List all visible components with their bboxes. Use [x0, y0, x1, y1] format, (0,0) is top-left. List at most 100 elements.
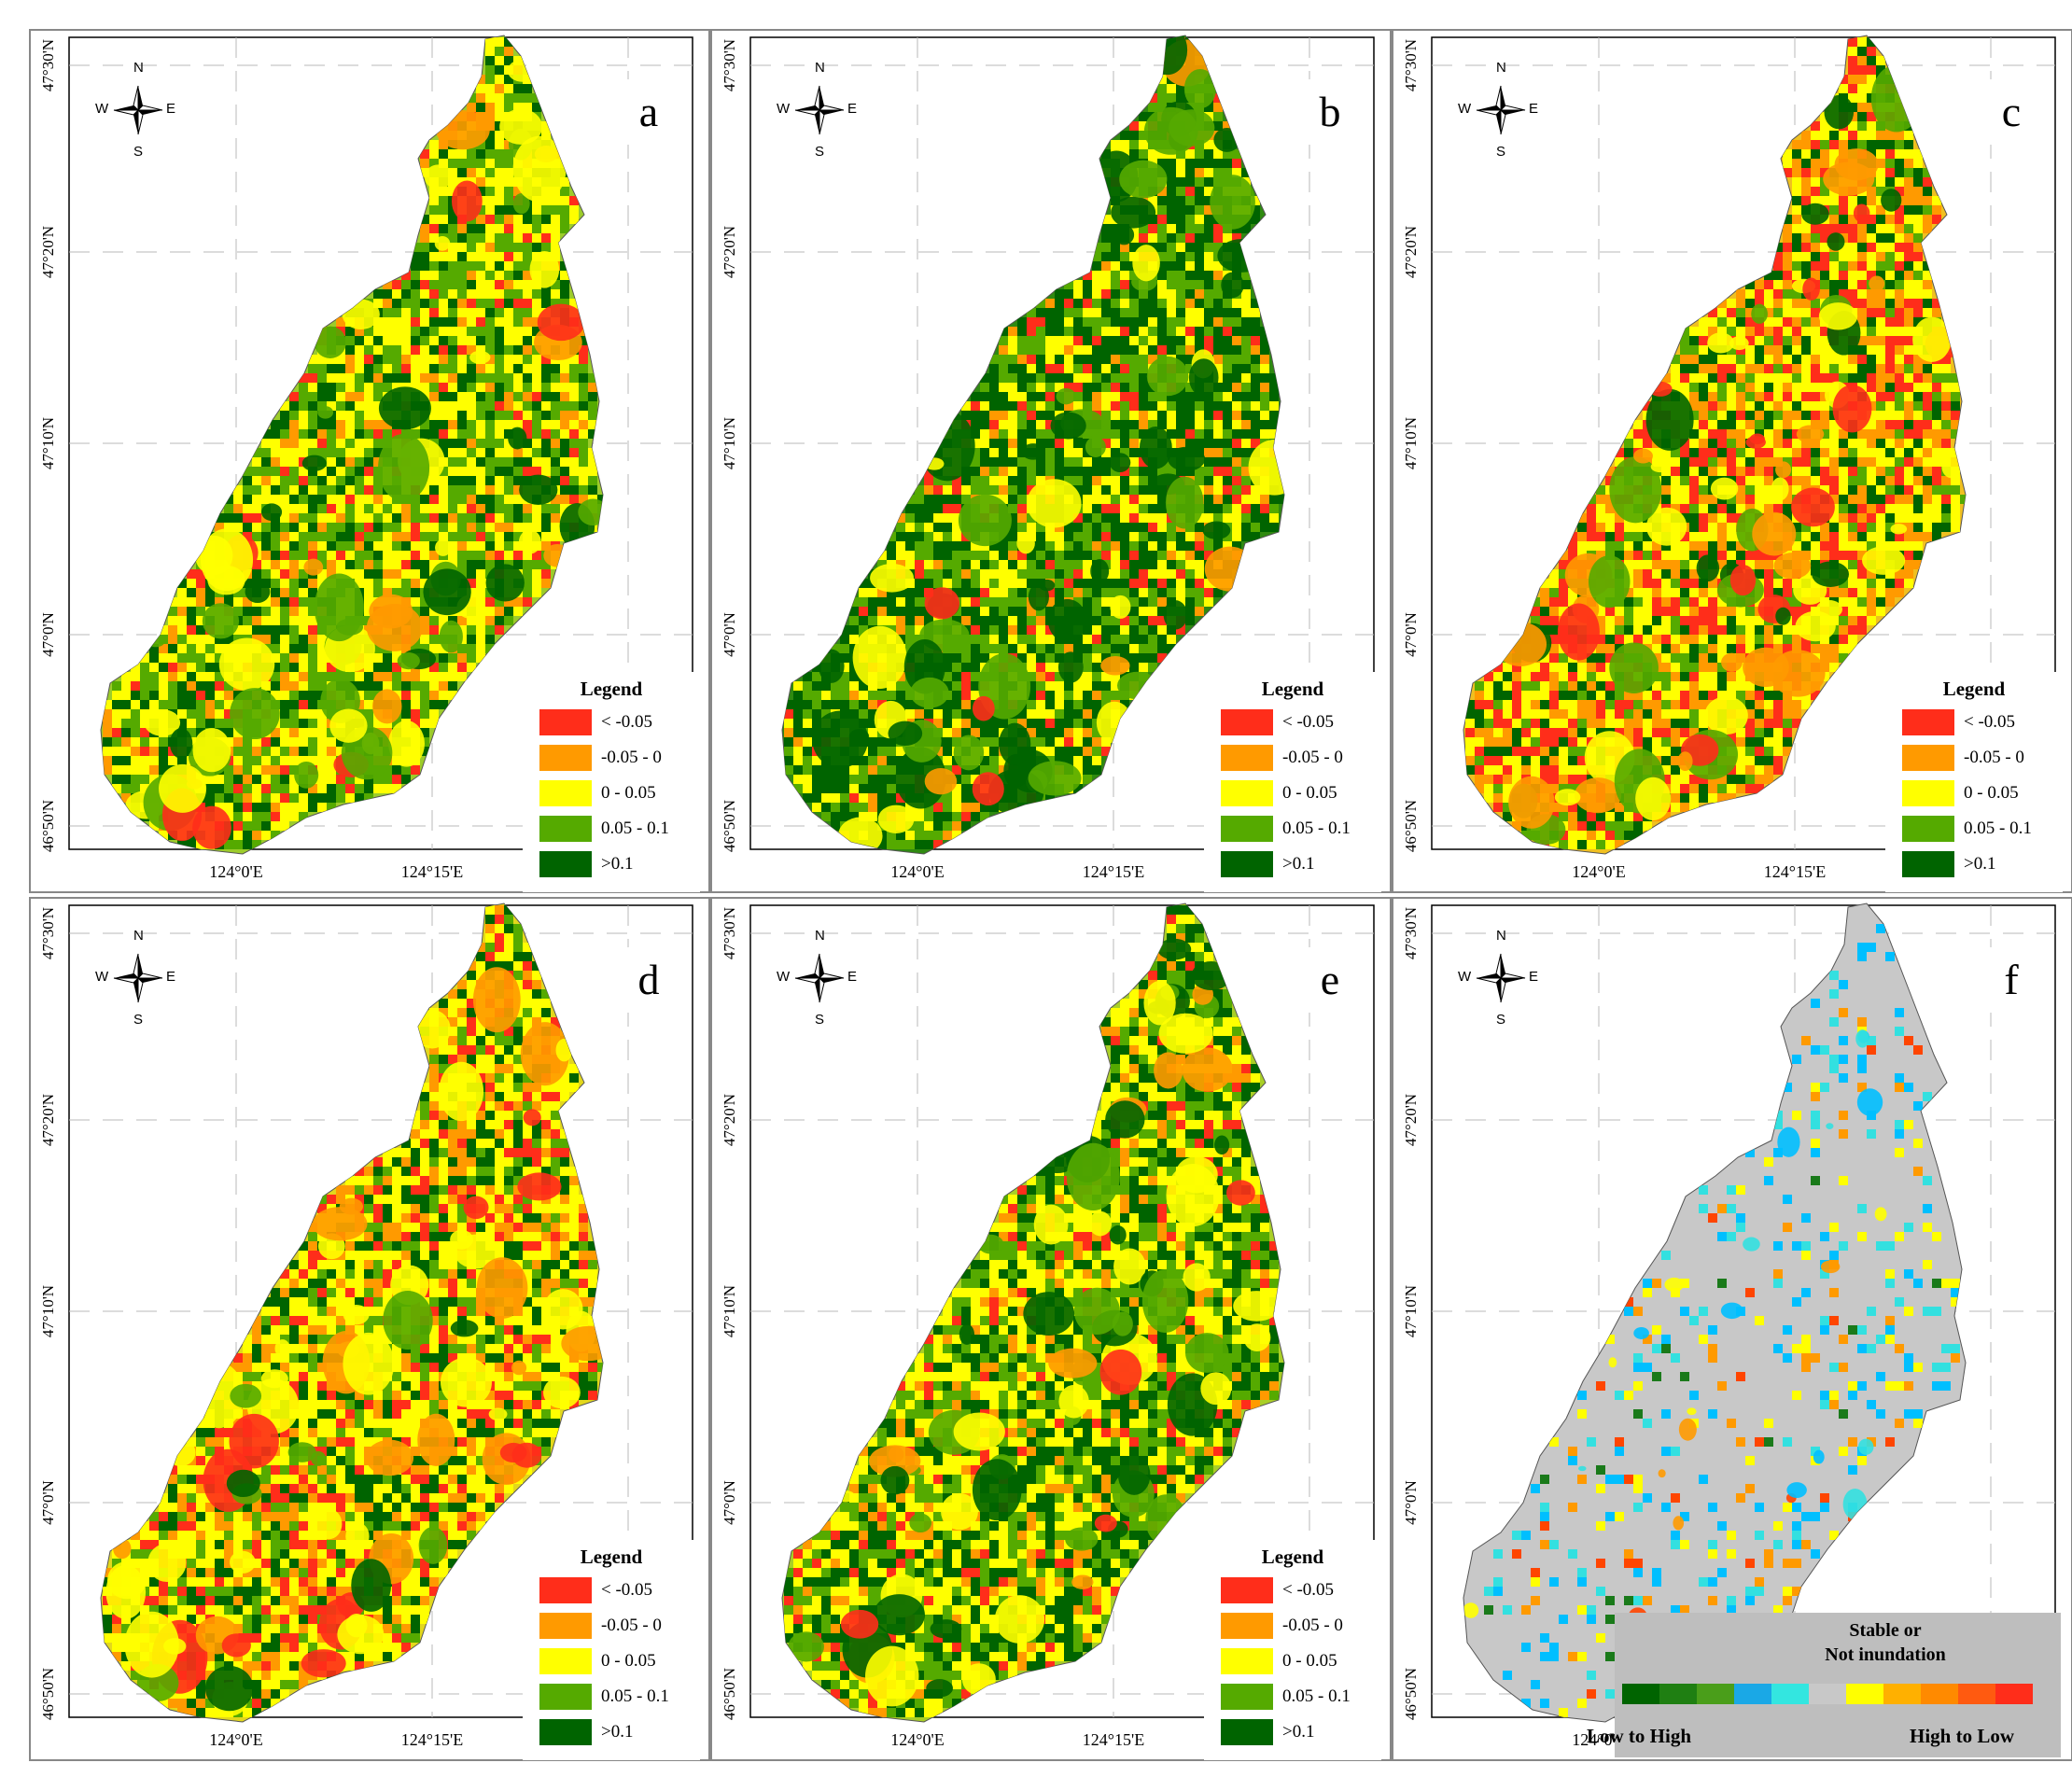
panel-label: b [1297, 79, 1363, 145]
legend-label: 0 - 0.05 [1282, 783, 1337, 803]
legend-label: -0.05 - 0 [601, 1616, 662, 1635]
lon-tick-label: 124°15'E [1082, 862, 1145, 881]
lat-tick-label: 47°30'N [39, 38, 57, 92]
legend-label: >0.1 [601, 1722, 634, 1742]
compass-s: S [133, 1012, 144, 1028]
lat-tick-label: 47°20'N [39, 225, 57, 279]
compass-s: S [1496, 144, 1506, 160]
ramp-step [1622, 1684, 1660, 1704]
legend-label: < -0.05 [1964, 712, 2016, 732]
legend-swatch [1902, 780, 1954, 806]
compass-w: W [95, 101, 109, 117]
legend-swatch [1221, 1719, 1273, 1745]
lon-tick-label: 124°0'E [1572, 1730, 1626, 1749]
legend-swatch [539, 709, 592, 735]
lon-tick-label: 124°15'E [1763, 862, 1827, 881]
legend-swatch [1902, 851, 1954, 877]
legend-swatch [1902, 745, 1954, 771]
legend-label: < -0.05 [601, 1580, 653, 1600]
lat-tick-label: 47°30'N [721, 38, 738, 92]
map-panel-e: 47°30'N 47°20'N 47°10'N 47°0'N 46°50'N 124°0'… [709, 896, 1393, 1762]
legend-label: 0.05 - 0.1 [601, 1686, 669, 1706]
map-b [710, 29, 1392, 893]
compass-n: N [1496, 60, 1506, 76]
inundation-legend: Stable or Not inundation Low to High High t… [1587, 1613, 2061, 1757]
legend-label: -0.05 - 0 [1282, 748, 1343, 767]
compass-w: W [1458, 101, 1472, 117]
raster-cells [103, 37, 603, 849]
legend-label: >0.1 [1964, 854, 1996, 874]
compass-e: E [166, 101, 176, 117]
panel-label: a [616, 79, 681, 145]
lat-tick-label: 47°30'N [1402, 906, 1420, 960]
ramp-step [1659, 1684, 1698, 1704]
legend: Legend < -0.05 -0.05 - 0 0 - 0.05 0.05 - 0.1… [523, 1540, 700, 1760]
lon-tick-label: 124°0'E [890, 862, 945, 881]
legend-label: 0.05 - 0.1 [1282, 819, 1351, 838]
panel-label: c [1979, 79, 2044, 145]
map-panel-d: 47°30'N 47°20'N 47°10'N 47°0'N 46°50'N 124°0'… [28, 896, 711, 1762]
lon-tick-label: 124°0'E [1572, 862, 1626, 881]
legend-swatch [1902, 709, 1954, 735]
ramp-step [1958, 1684, 1996, 1704]
legend: Legend < -0.05 -0.05 - 0 0 - 0.05 0.05 - 0.1… [523, 672, 700, 892]
legend-swatch [539, 851, 592, 877]
legend-label: < -0.05 [601, 712, 653, 732]
lat-tick-label: 46°50'N [721, 799, 738, 853]
compass-n: N [133, 928, 144, 944]
legend-swatch [1221, 780, 1273, 806]
compass-w: W [95, 969, 109, 985]
ramp-step [1995, 1684, 2033, 1704]
legend-label: 0.05 - 0.1 [601, 819, 669, 838]
compass-s: S [815, 1012, 825, 1028]
legend: Legend < -0.05 -0.05 - 0 0 - 0.05 0.05 - 0.1… [1204, 672, 1381, 892]
compass-s: S [133, 144, 144, 160]
map-c [1392, 29, 2072, 893]
legend-label: 0.05 - 0.1 [1964, 819, 2032, 838]
lat-tick-label: 46°50'N [721, 1667, 738, 1721]
legend-swatch [1221, 1577, 1273, 1603]
lat-tick-label: 47°10'N [721, 416, 738, 470]
legend-label: >0.1 [1282, 1722, 1315, 1742]
legend-low-label: Low to High [1587, 1725, 1692, 1747]
legend-swatch [539, 1648, 592, 1674]
map-panel-a: 47°30'N 47°20'N 47°10'N 47°0'N 46°50'N 124°0'… [28, 28, 711, 894]
lat-tick-label: 47°0'N [721, 1480, 738, 1525]
lat-tick-label: 47°20'N [1402, 1093, 1420, 1147]
lat-tick-label: 47°10'N [39, 416, 57, 470]
ramp-step [1697, 1684, 1735, 1704]
legend-swatch [1221, 1648, 1273, 1674]
compass-e: E [1529, 969, 1539, 985]
legend-label: -0.05 - 0 [601, 748, 662, 767]
legend-swatch [539, 745, 592, 771]
compass-e: E [1529, 101, 1539, 117]
lat-tick-label: 47°0'N [1402, 612, 1420, 657]
legend-swatch [539, 1684, 592, 1710]
compass-n: N [815, 928, 825, 944]
map-panel-c: 47°30'N 47°20'N 47°10'N 47°0'N 46°50'N 124°0'… [1391, 28, 2072, 894]
lat-tick-label: 47°30'N [721, 906, 738, 960]
map-a [29, 29, 710, 893]
raster-cells [1465, 37, 1966, 849]
ramp-step [1883, 1684, 1922, 1704]
lon-tick-label: 124°15'E [400, 862, 464, 881]
lat-tick-label: 47°10'N [1402, 416, 1420, 470]
lat-tick-label: 47°0'N [39, 1480, 57, 1525]
lat-tick-label: 47°20'N [721, 1093, 738, 1147]
legend-swatch [1221, 851, 1273, 877]
lat-tick-label: 47°10'N [39, 1284, 57, 1338]
compass-n: N [1496, 928, 1506, 944]
lon-tick-label: 124°0'E [209, 862, 263, 881]
panel-label: f [1979, 947, 2044, 1013]
panel-label: e [1297, 947, 1363, 1013]
legend-label: 0 - 0.05 [1282, 1651, 1337, 1671]
map-panel-f: 47°30'N 47°20'N 47°10'N 47°0'N 46°50'N 124°0'… [1391, 896, 2072, 1762]
compass-n: N [815, 60, 825, 76]
lat-tick-label: 46°50'N [39, 799, 57, 853]
legend-label: 0 - 0.05 [601, 783, 656, 803]
lat-tick-label: 47°20'N [1402, 225, 1420, 279]
legend-high-label: High to Low [1910, 1725, 2015, 1747]
compass-w: W [1458, 969, 1472, 985]
legend-swatch [539, 1577, 592, 1603]
legend-swatch [539, 780, 592, 806]
